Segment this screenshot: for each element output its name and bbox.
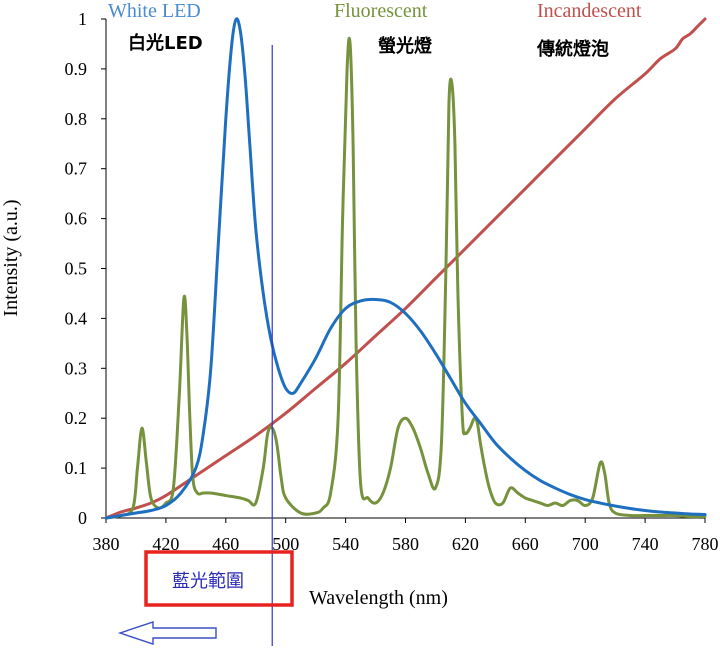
legend-incandescent-zh: 傳統燈泡: [536, 38, 609, 60]
x-tick-label: 460: [212, 534, 239, 554]
y-tick-label: 0: [78, 508, 87, 528]
legend-incandescent: Incandescent: [537, 0, 642, 22]
x-tick-labels: 380 420 460 500 540 580 620 660 700 740 780: [93, 518, 719, 554]
axes: [105, 19, 705, 519]
series-line-incandescent: [104, 17, 707, 520]
y-tick-label: 0.1: [65, 458, 88, 478]
y-tick-label: 0.2: [65, 408, 88, 428]
y-tick-label: 0.8: [65, 109, 88, 129]
y-axis-label: Intensity (a.u.): [0, 199, 22, 316]
x-tick-label: 740: [632, 534, 659, 554]
x-tick-label: 660: [512, 534, 539, 554]
legend-white-led: White LED: [108, 0, 201, 22]
y-tick-label: 0.6: [65, 209, 88, 229]
x-tick-label: 620: [452, 534, 479, 554]
x-tick-label: 780: [692, 534, 719, 554]
x-tick-label: 420: [152, 534, 179, 554]
y-tick-labels: 0 0.1 0.2 0.3 0.4 0.5 0.6 0.7 0.8 0.9 1: [65, 9, 106, 528]
x-tick-label: 500: [272, 534, 299, 554]
x-axis-label: Wavelength (nm): [309, 587, 448, 609]
x-tick-label: 700: [572, 534, 599, 554]
blue-range-box: [144, 550, 294, 607]
left-arrow-icon: [117, 621, 217, 645]
legend-white-led-zh: 白光LED: [128, 32, 203, 54]
y-tick-label: 0.9: [65, 59, 88, 79]
blue-range-label: 藍光範圍: [172, 571, 244, 592]
y-tick-label: 1: [78, 9, 87, 29]
x-tick-label: 540: [332, 534, 359, 554]
series-layer: [104, 17, 707, 520]
series-line-fluorescent: [104, 36, 707, 520]
y-tick-label: 0.5: [65, 259, 88, 279]
y-tick-label: 0.7: [65, 159, 88, 179]
y-tick-label: 0.4: [65, 308, 88, 328]
series-line-white-led: [104, 17, 707, 520]
legend-fluorescent: Fluorescent: [334, 0, 428, 22]
x-tick-label: 580: [392, 534, 419, 554]
legend-fluorescent-zh: 螢光燈: [378, 35, 433, 57]
x-tick-label: 380: [93, 534, 120, 554]
y-tick-label: 0.3: [65, 358, 88, 378]
